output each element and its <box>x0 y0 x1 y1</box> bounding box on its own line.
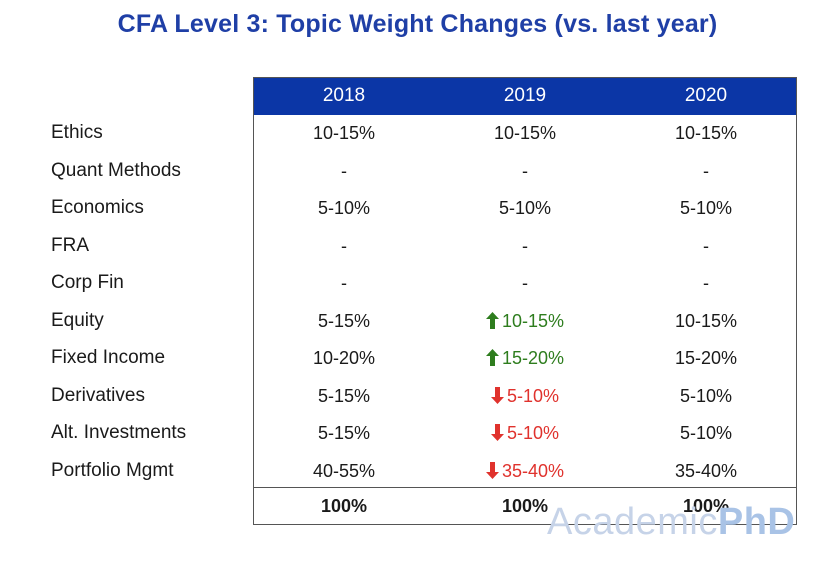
table-frame <box>253 77 797 525</box>
cell-2019: - <box>445 231 605 261</box>
cell-2018: 5-15% <box>264 381 424 411</box>
cell-value: 5-10% <box>679 385 733 406</box>
cell-value: 10-15% <box>312 123 376 143</box>
cell-value: 5-15% <box>317 423 371 443</box>
row-label: Portfolio Mgmt <box>51 459 174 481</box>
column-header-2018: 2018 <box>322 85 366 106</box>
cell-value: - <box>341 273 347 293</box>
cell-2018: - <box>264 231 424 261</box>
cell-2018: 40-55% <box>264 456 424 486</box>
cell-2018: 5-10% <box>264 193 424 223</box>
cell-2018: 10-15% <box>264 118 424 148</box>
cell-value: 15-20% <box>674 348 738 368</box>
cell-2019: 35-40% <box>445 456 605 486</box>
cell-2020: - <box>626 156 786 186</box>
cell-2020: - <box>626 231 786 261</box>
cell-value: 10-15% <box>674 310 738 331</box>
cell-2018: - <box>264 156 424 186</box>
row-label: Fixed Income <box>51 347 166 368</box>
cell-2020: 5-10% <box>626 418 786 448</box>
cell-value: - <box>522 160 528 181</box>
cell-value: 5-10% <box>506 423 560 443</box>
table-header-band <box>253 77 797 115</box>
row-label: Economics <box>51 197 144 218</box>
cell-value: 5-15% <box>317 385 371 406</box>
cell-value: - <box>341 160 347 181</box>
total-cell-2018: 100% <box>320 496 368 516</box>
page-title: CFA Level 3: Topic Weight Changes (vs. l… <box>117 10 718 38</box>
arrow-up-icon <box>485 311 499 329</box>
total-cell-2019: 100% <box>501 496 549 516</box>
watermark: AcademicPhD <box>547 500 795 544</box>
cell-value: 40-55% <box>312 460 376 481</box>
cell-value: 35-40% <box>674 460 738 481</box>
arrow-down-icon <box>490 424 504 442</box>
watermark-light: Academic <box>547 501 718 543</box>
cell-2020: 35-40% <box>626 456 786 486</box>
cell-2018: 5-15% <box>264 418 424 448</box>
arrow-up-icon <box>485 349 499 367</box>
cell-2019: - <box>445 268 605 298</box>
total-cell-2020: 100% <box>682 496 730 516</box>
cell-value: 5-10% <box>498 198 552 218</box>
cell-2019: 10-15% <box>445 118 605 148</box>
cell-2020: - <box>626 268 786 298</box>
cell-value: 10-15% <box>493 123 557 143</box>
cell-2019: 10-15% <box>445 306 605 336</box>
cell-2020: 15-20% <box>626 343 786 373</box>
cell-value: - <box>703 160 709 181</box>
cell-value: 5-10% <box>679 198 733 218</box>
column-header-2019: 2019 <box>503 85 547 106</box>
total-divider <box>253 487 797 488</box>
column-header-2020: 2020 <box>684 85 728 106</box>
cell-value: 10-15% <box>501 310 565 331</box>
cell-value: - <box>703 273 709 293</box>
cell-value: - <box>522 273 528 293</box>
cell-value: 5-10% <box>506 385 560 406</box>
row-label: Equity <box>51 309 104 331</box>
cell-2020: 5-10% <box>626 193 786 223</box>
cell-2020: 10-15% <box>626 306 786 336</box>
cell-2019: 15-20% <box>445 343 605 373</box>
cell-2019: 5-10% <box>445 193 605 223</box>
cell-value: - <box>703 235 709 256</box>
row-label: Quant Methods <box>51 159 181 181</box>
row-label: Ethics <box>51 122 103 143</box>
row-label: Derivatives <box>51 384 145 406</box>
cell-value: 5-10% <box>317 198 371 218</box>
cell-value: 15-20% <box>501 348 565 368</box>
cell-2018: - <box>264 268 424 298</box>
cell-2018: 10-20% <box>264 343 424 373</box>
cell-value: 5-15% <box>317 310 371 331</box>
cell-2019: 5-10% <box>445 418 605 448</box>
cell-value: 10-15% <box>674 123 738 143</box>
cell-value: 5-10% <box>679 423 733 443</box>
cell-2019: 5-10% <box>445 381 605 411</box>
cell-2020: 10-15% <box>626 118 786 148</box>
row-label: Corp Fin <box>51 272 124 293</box>
cell-value: 35-40% <box>501 460 565 481</box>
cell-value: 10-20% <box>312 348 376 368</box>
watermark-bold: PhD <box>717 501 796 543</box>
cell-2018: 5-15% <box>264 306 424 336</box>
cell-value: - <box>341 235 347 256</box>
arrow-down-icon <box>490 386 504 404</box>
cell-value: - <box>522 235 528 256</box>
row-label: FRA <box>51 234 89 256</box>
arrow-down-icon <box>485 461 499 479</box>
row-label: Alt. Investments <box>51 422 187 443</box>
cell-2020: 5-10% <box>626 381 786 411</box>
cell-2019: - <box>445 156 605 186</box>
